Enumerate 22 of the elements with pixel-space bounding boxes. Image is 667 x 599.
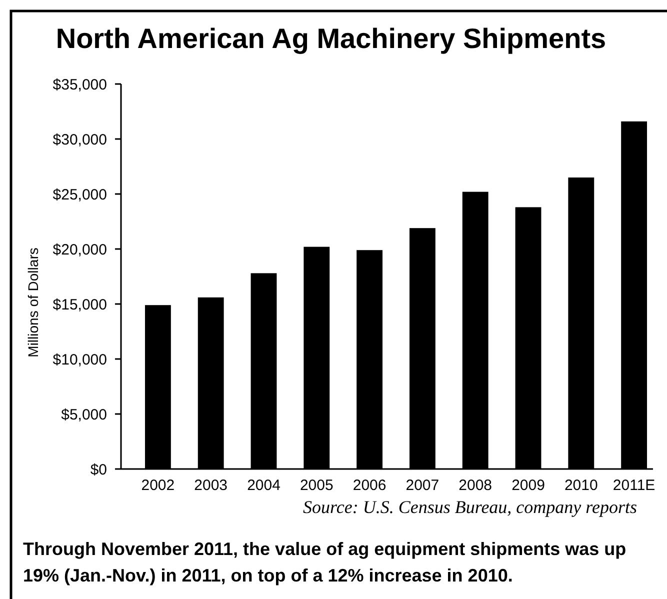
y-tick-label: $10,000 (52, 351, 107, 368)
x-tick-label: 2010 (564, 477, 598, 494)
chart-title: North American Ag Machinery Shipments (56, 23, 606, 54)
y-tick-label: $15,000 (52, 296, 107, 314)
y-tick-label: $0 (90, 461, 107, 478)
text: Through November 2011, the value of ag equipment shipments was up 19% (Jan.-Nov.) in 2011, on top of a 12% increase in 2010. (23, 539, 626, 586)
x-tick-label: 2002 (141, 477, 175, 494)
x-tick-label: 2011E (612, 477, 656, 494)
x-tick-label: 2009 (512, 477, 545, 494)
x-tick-label: 2003 (194, 477, 228, 494)
x-tick-label: 2008 (458, 477, 492, 494)
source-note: Source: U.S. Census Bureau, company reports (303, 497, 637, 517)
y-axis-title: Millions of Dollars (25, 248, 41, 358)
x-tick-label: 2005 (300, 477, 334, 494)
x-tick-label: 2006 (352, 477, 386, 494)
y-tick-label: $25,000 (52, 186, 107, 204)
x-tick-label: 2004 (247, 477, 280, 494)
y-tick-label: $20,000 (52, 241, 107, 258)
x-tick-label: 2007 (406, 477, 440, 494)
y-tick-label: $35,000 (52, 76, 107, 94)
y-tick-label: $30,000 (52, 131, 107, 148)
y-tick-label: $5,000 (61, 406, 107, 424)
